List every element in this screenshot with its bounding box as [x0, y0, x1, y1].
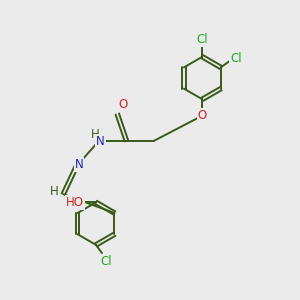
- Text: HO: HO: [66, 196, 84, 209]
- Text: Cl: Cl: [230, 52, 242, 65]
- Text: H: H: [50, 185, 58, 198]
- Text: H: H: [91, 128, 99, 142]
- Text: O: O: [118, 98, 128, 111]
- Text: N: N: [75, 158, 83, 171]
- Text: Cl: Cl: [196, 33, 208, 46]
- Text: N: N: [96, 135, 105, 148]
- Text: O: O: [198, 109, 207, 122]
- Text: Cl: Cl: [101, 255, 112, 268]
